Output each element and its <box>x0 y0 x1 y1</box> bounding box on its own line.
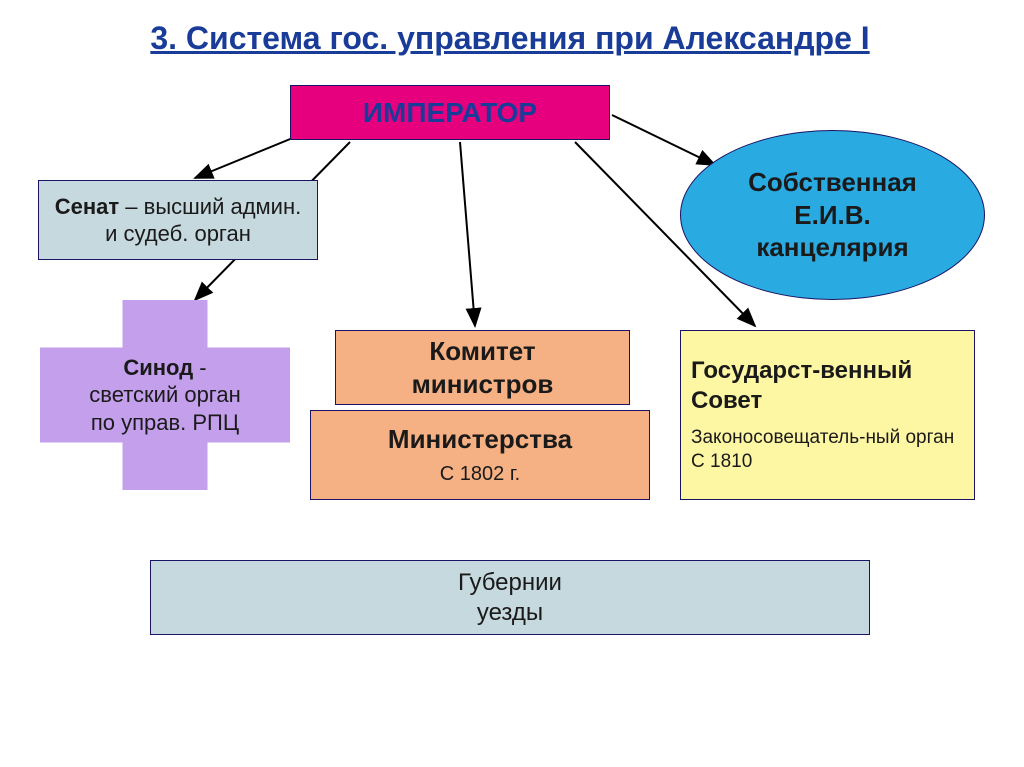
node-synod-dash: - <box>193 355 206 380</box>
node-council-sub: Законосовещатель-ный орган С 1810 <box>691 426 964 474</box>
node-synod-desc2: по управ. РПЦ <box>89 409 241 437</box>
node-senate: Сенат – высший админ. и судеб. орган <box>38 180 318 260</box>
node-synod-title: Синод <box>123 355 193 380</box>
node-gubernii-line2: уезды <box>477 598 543 628</box>
node-gubernii-line1: Губернии <box>458 568 562 598</box>
node-gubernii: Губернии уезды <box>150 560 870 635</box>
node-senate-title: Сенат <box>55 194 119 219</box>
node-committee-line1: Комитет <box>429 335 535 368</box>
node-emperor: ИМПЕРАТОР <box>290 85 610 140</box>
node-council: Государст-венный Совет Законосовещатель-… <box>680 330 975 500</box>
node-chancery-line2: Е.И.В. <box>794 199 870 232</box>
node-council-title: Государст-венный Совет <box>691 356 964 416</box>
node-chancery-line3: канцелярия <box>756 231 908 264</box>
diagram-title: 3. Система гос. управления при Александр… <box>60 20 960 57</box>
diagram-canvas: 3. Система гос. управления при Александр… <box>0 0 1024 767</box>
node-committee: Комитет министров <box>335 330 630 405</box>
node-chancery: Собственная Е.И.В. канцелярия <box>680 130 985 300</box>
node-ministries-sub: С 1802 г. <box>440 462 520 487</box>
node-senate-desc: – высший админ. и судеб. орган <box>105 194 301 247</box>
node-ministries-title: Министерства <box>388 423 572 456</box>
node-synod: Синод - светский орган по управ. РПЦ <box>40 300 290 490</box>
node-committee-line2: министров <box>412 368 554 401</box>
node-emperor-label: ИМПЕРАТОР <box>363 95 537 130</box>
node-chancery-line1: Собственная <box>748 166 917 199</box>
node-ministries: Министерства С 1802 г. <box>310 410 650 500</box>
node-synod-desc1: светский орган <box>89 381 241 409</box>
